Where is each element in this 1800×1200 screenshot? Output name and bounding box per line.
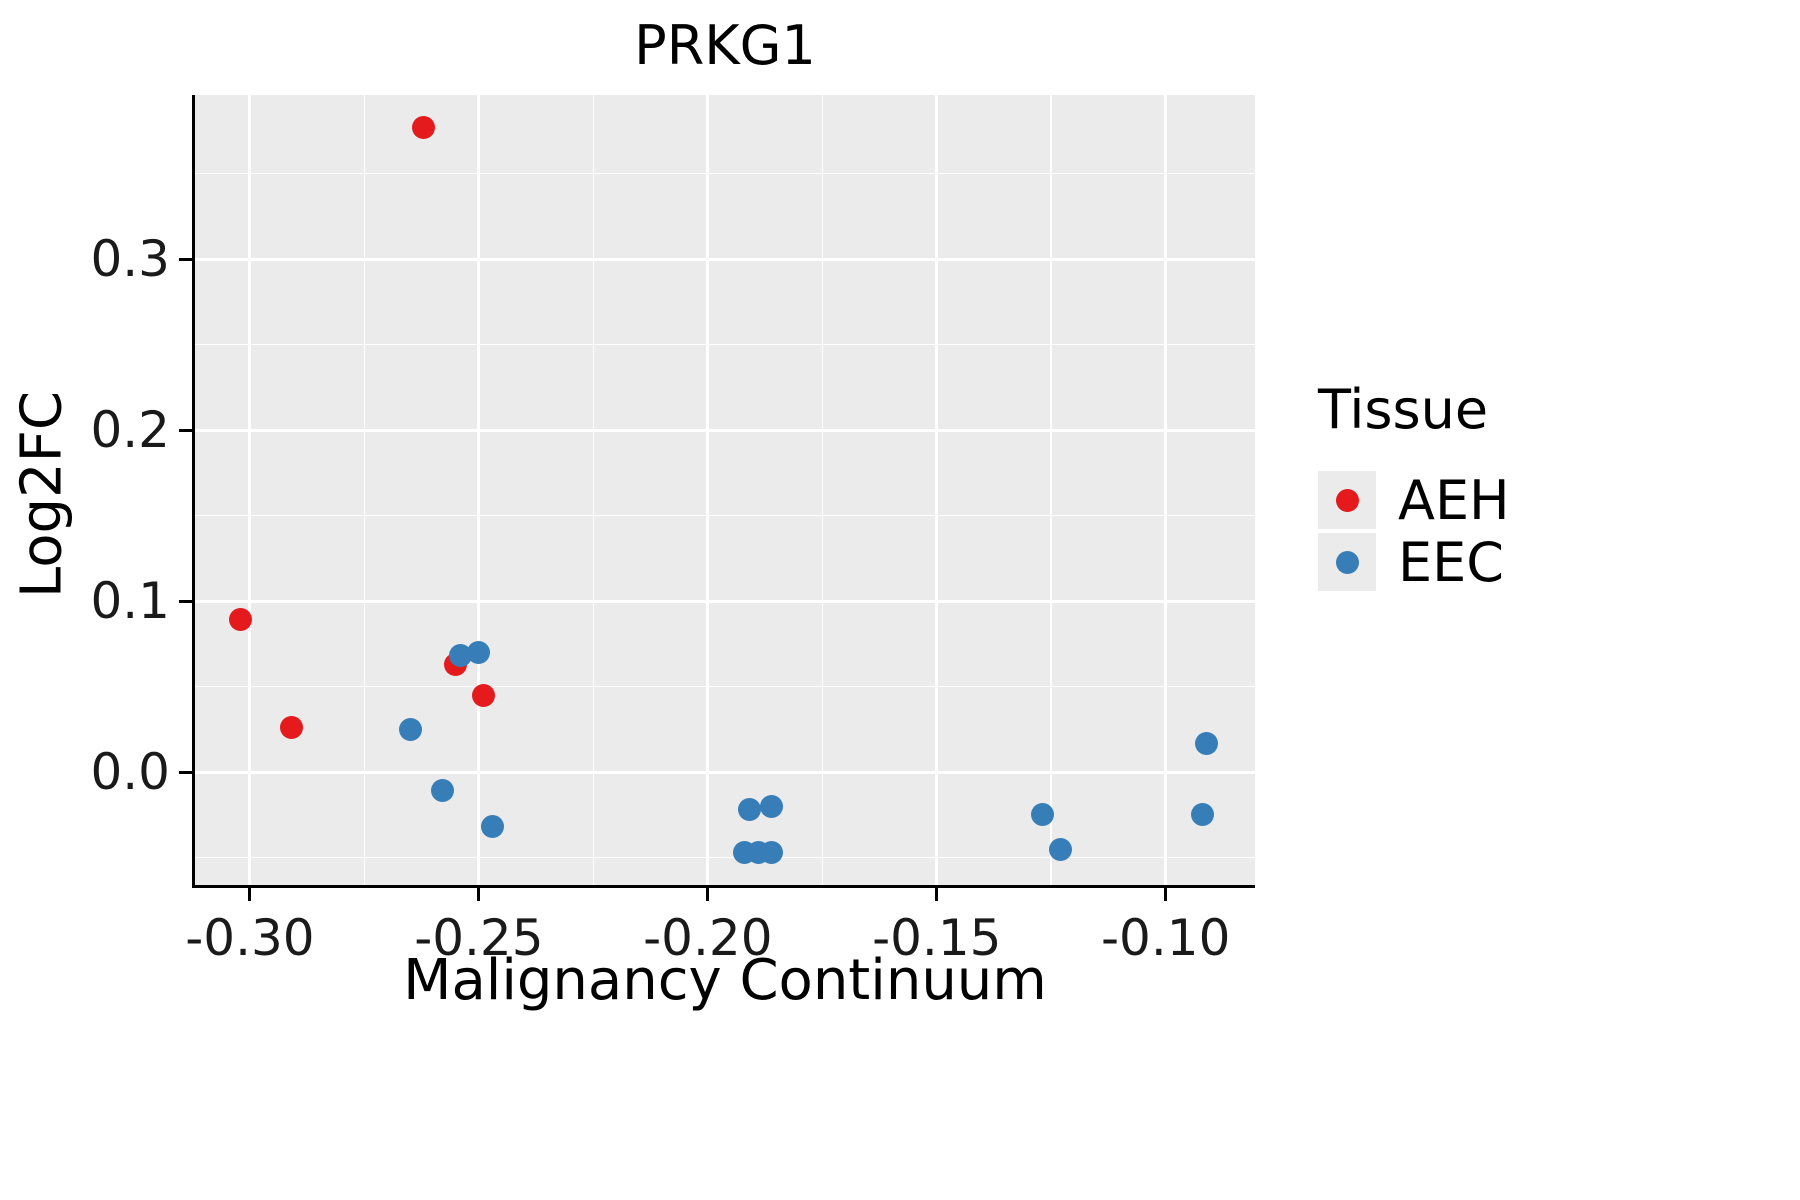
plot-panel	[195, 95, 1255, 885]
y-tick-mark	[179, 257, 192, 261]
data-point-aeh	[279, 716, 303, 740]
x-major-gridline	[248, 95, 252, 885]
y-minor-gridline	[195, 514, 1255, 517]
y-minor-gridline	[195, 685, 1255, 688]
x-tick-label: -0.15	[872, 909, 1002, 967]
y-axis-title: Log2FC	[9, 391, 75, 598]
x-tick-mark	[477, 888, 481, 901]
x-tick-mark	[706, 888, 710, 901]
y-axis-line	[192, 95, 195, 888]
legend-dot-icon	[1335, 488, 1359, 512]
y-major-gridline	[195, 599, 1255, 603]
x-axis-line	[192, 885, 1255, 888]
legend-items: AEH EEC	[1318, 468, 1510, 594]
x-tick-label: -0.25	[414, 909, 544, 967]
legend-key-eec	[1318, 533, 1376, 591]
y-tick-label: 0.0	[90, 743, 170, 802]
x-minor-gridline	[363, 95, 366, 885]
data-point-aeh	[471, 683, 495, 707]
data-point-eec	[481, 815, 505, 839]
x-minor-gridline	[592, 95, 595, 885]
x-major-gridline	[1164, 95, 1168, 885]
data-point-eec	[737, 798, 761, 822]
data-point-eec	[1048, 837, 1072, 861]
data-point-aeh	[229, 608, 253, 632]
chart-title: PRKG1	[634, 14, 816, 77]
y-minor-gridline	[195, 343, 1255, 346]
x-tick-mark	[935, 888, 939, 901]
y-tick-label: 0.1	[90, 572, 170, 631]
y-tick-mark	[179, 770, 192, 774]
data-point-eec	[760, 841, 784, 864]
y-major-gridline	[195, 257, 1255, 261]
data-point-eec	[398, 717, 422, 741]
y-major-gridline	[195, 428, 1255, 432]
data-point-eec	[467, 640, 491, 664]
x-tick-mark	[248, 888, 252, 901]
x-major-gridline	[706, 95, 710, 885]
y-minor-gridline	[195, 856, 1255, 859]
data-point-aeh	[412, 115, 436, 139]
x-major-gridline	[935, 95, 939, 885]
x-minor-gridline	[1050, 95, 1052, 885]
data-point-eec	[449, 644, 473, 668]
x-tick-label: -0.20	[643, 909, 773, 967]
legend: Tissue AEH EEC	[1318, 378, 1510, 594]
legend-dot-icon	[1335, 550, 1359, 574]
y-tick-label: 0.2	[90, 401, 170, 460]
data-point-eec	[430, 779, 454, 803]
legend-item-eec: EEC	[1318, 530, 1510, 594]
x-tick-label: -0.30	[185, 909, 315, 967]
data-point-eec	[1195, 731, 1219, 755]
x-tick-mark	[1164, 888, 1168, 901]
y-major-gridline	[195, 770, 1255, 774]
x-tick-label: -0.10	[1101, 909, 1231, 967]
legend-label: EEC	[1398, 530, 1504, 594]
y-tick-mark	[179, 599, 192, 603]
legend-key-aeh	[1318, 471, 1376, 529]
x-minor-gridline	[821, 95, 824, 885]
y-tick-label: 0.3	[90, 230, 170, 289]
legend-title: Tissue	[1318, 378, 1489, 441]
data-point-eec	[1190, 803, 1214, 827]
x-major-gridline	[477, 95, 481, 885]
y-minor-gridline	[195, 172, 1255, 175]
x-axis-title: Malignancy Continuum	[403, 948, 1047, 1013]
data-point-eec	[1030, 803, 1054, 827]
y-tick-mark	[179, 428, 192, 432]
legend-item-aeh: AEH	[1318, 468, 1510, 532]
legend-label: AEH	[1398, 468, 1510, 532]
data-point-eec	[760, 794, 784, 818]
